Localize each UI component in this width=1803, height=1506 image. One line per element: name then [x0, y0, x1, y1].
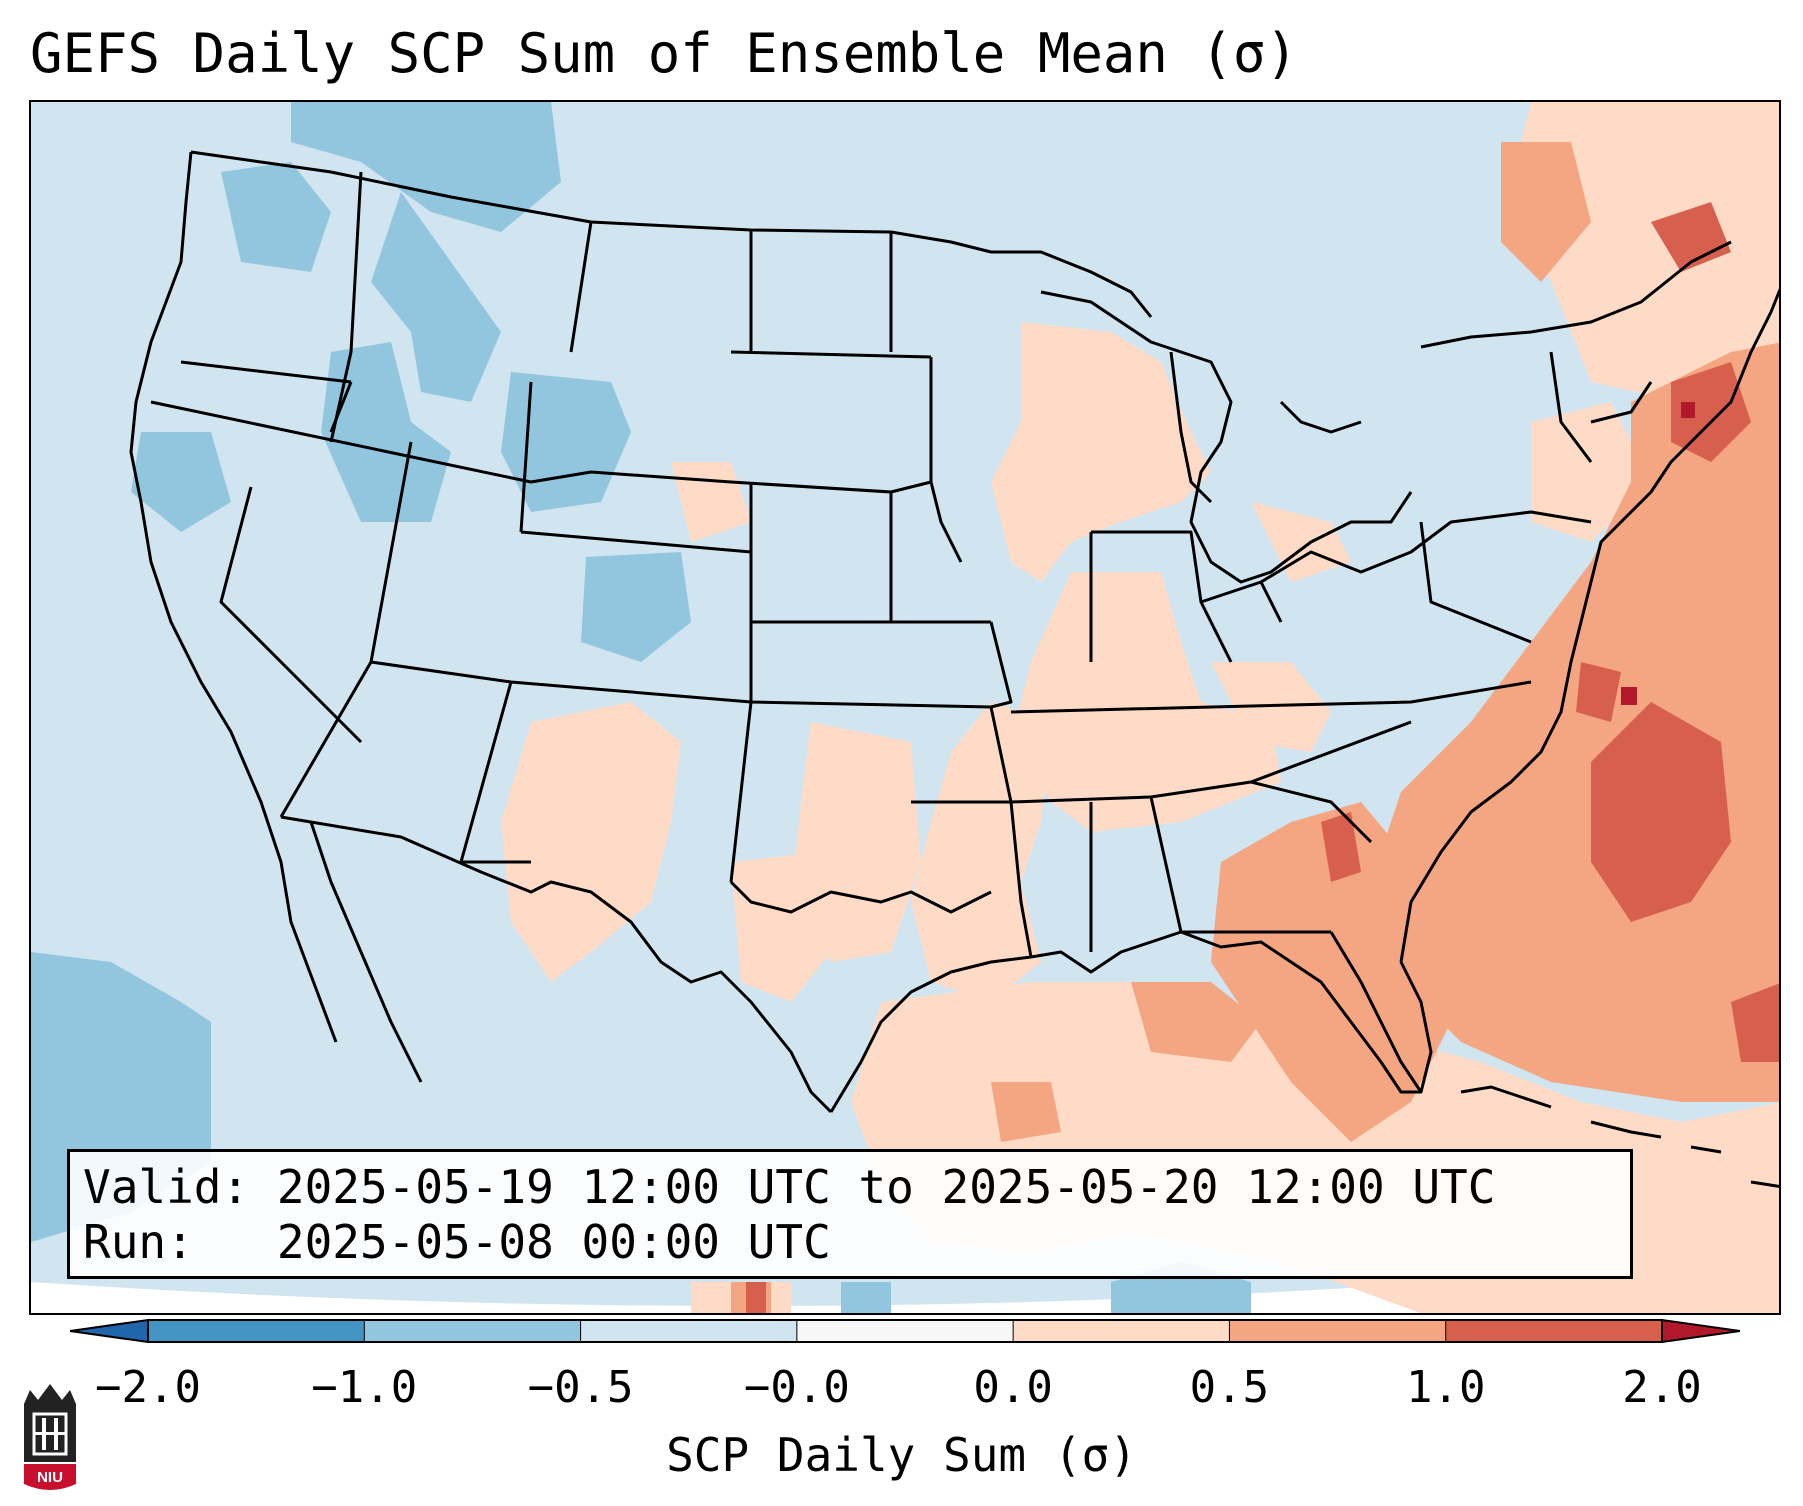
colorbar-tick-label: −2.0: [95, 1362, 201, 1413]
very-strong-positive-regions: [746, 202, 1779, 1313]
colorbar-bin: [1445, 1320, 1663, 1342]
colorbar-bin: [796, 1320, 1014, 1342]
atlantic-coastline: [1399, 287, 1779, 963]
colorbar-over-arrow: [1661, 1318, 1740, 1344]
great-lakes: [1040, 290, 1413, 584]
colorbar-tick-label: −0.0: [743, 1362, 850, 1413]
colorbar-outline: [147, 1319, 1663, 1343]
florida-coastline: [1329, 931, 1423, 1093]
map-projection-edge: [31, 1252, 1779, 1313]
niu-logo: NIU: [24, 1384, 76, 1490]
colorbar-tick-label: 2.0: [1622, 1362, 1702, 1413]
map-panel: [29, 100, 1781, 1315]
validity-info-box: Valid: 2025-05-19 12:00 UTC to 2025-05-2…: [67, 1149, 1633, 1279]
boundaries: [129, 150, 1779, 1114]
colorbar-label: SCP Daily Sum (σ): [666, 1428, 1137, 1482]
valid-label: Valid:: [83, 1160, 250, 1214]
colorbar-bin: [1013, 1320, 1230, 1342]
colorbar-tick-label: −0.5: [527, 1362, 634, 1413]
run-value: 2025-05-08 00:00 UTC: [276, 1215, 831, 1269]
colorbar-tick-label: 0.0: [973, 1362, 1053, 1413]
pacific-coastline: [129, 151, 338, 1043]
colorbar-bin: [364, 1320, 582, 1342]
state-lines: [569, 221, 593, 353]
colorbar-bin: [1229, 1320, 1447, 1342]
colorbar-bin: [148, 1320, 365, 1342]
valid-line: Valid: 2025-05-19 12:00 UTC to 2025-05-2…: [83, 1160, 1630, 1215]
colorbar-under-arrow: [70, 1318, 149, 1344]
caribbean-islands: [1460, 1085, 1779, 1188]
run-line: Run: 2025-05-08 00:00 UTC: [83, 1215, 1630, 1270]
colorbar-tick-label: 0.5: [1189, 1362, 1270, 1413]
colorbar-bin: [580, 1320, 798, 1342]
valid-value: 2025-05-19 12:00 UTC to 2025-05-20 12:00…: [276, 1160, 1496, 1214]
colorbar: [70, 1318, 1740, 1344]
figure-title: GEFS Daily SCP Sum of Ensemble Mean (σ): [30, 22, 1298, 85]
mexico-border: [280, 815, 833, 1114]
colorbar-tick-label: 1.0: [1405, 1362, 1486, 1413]
canada-border: [190, 150, 1153, 318]
strong-positive-regions: [731, 142, 1779, 1313]
run-label: Run:: [83, 1215, 194, 1269]
extreme-positive-points: [1621, 402, 1695, 705]
niu-logo-text: NIU: [37, 1469, 63, 1486]
map-svg: [31, 102, 1779, 1313]
colorbar-fills: [147, 1320, 1663, 1342]
colorbar-tick-label: −1.0: [311, 1362, 418, 1413]
